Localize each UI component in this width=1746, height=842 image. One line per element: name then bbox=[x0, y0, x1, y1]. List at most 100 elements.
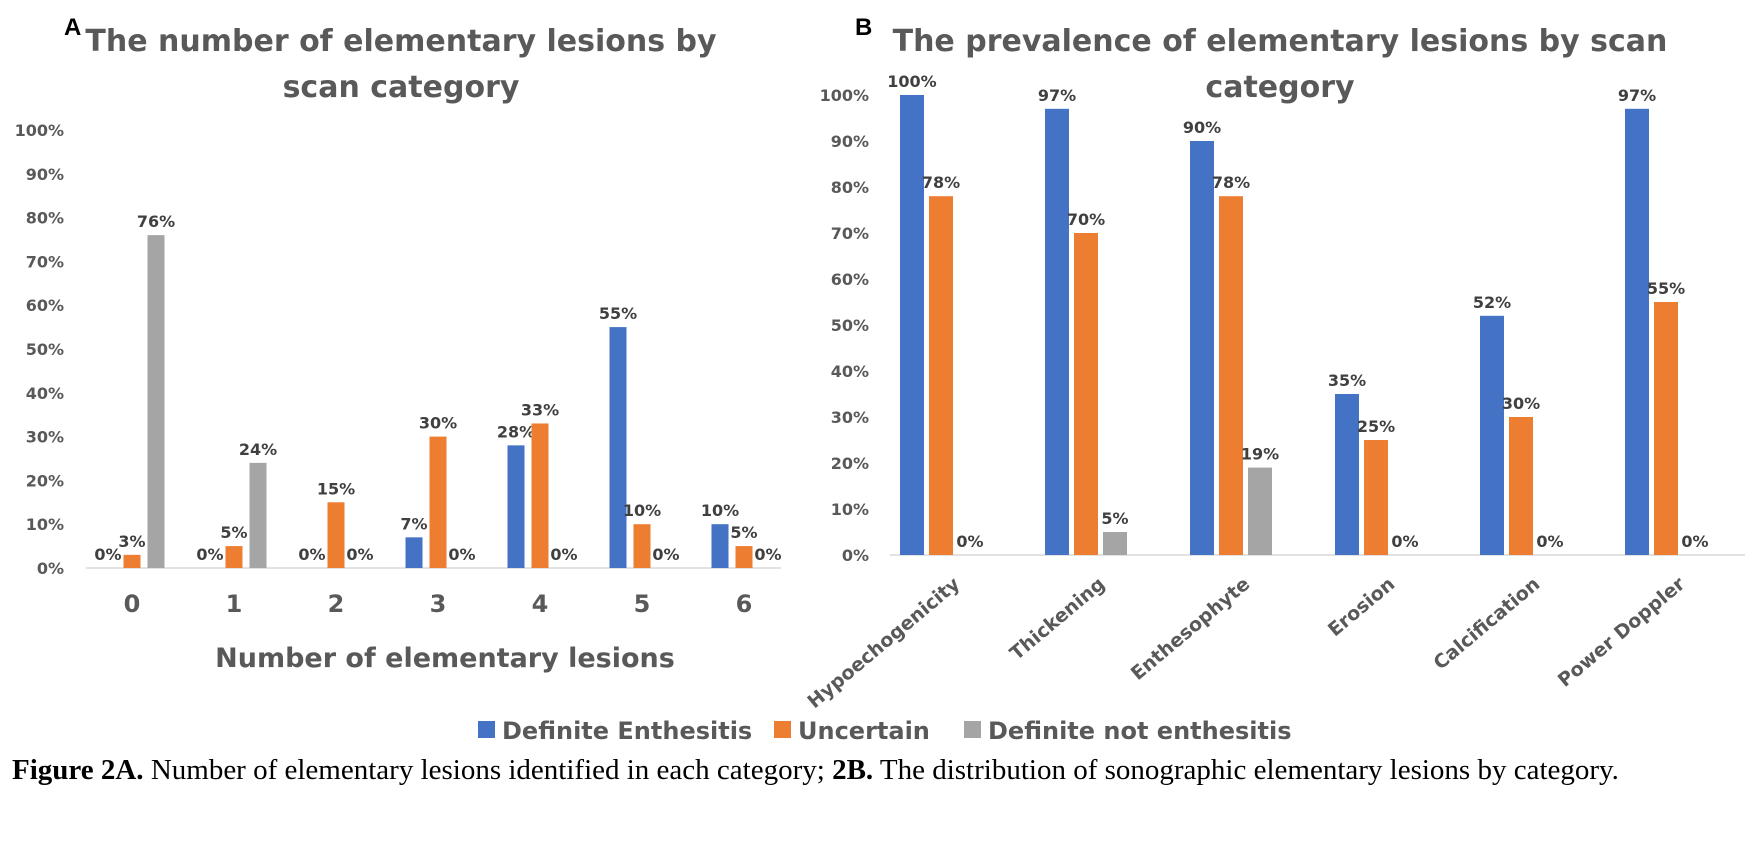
a-x-tick-5: 5 bbox=[634, 590, 651, 618]
a-y-tick-8: 80% bbox=[26, 209, 64, 228]
b-x-tick-hypoechogenicity: Hypoechogenicity bbox=[803, 573, 964, 713]
b-data-label-definite-enthesitis-hypoechogenicity: 100% bbox=[887, 72, 936, 91]
a-data-label-uncertain-3: 30% bbox=[419, 414, 457, 433]
b-bar-uncertain-enthesophyte bbox=[1219, 196, 1243, 555]
b-y-tick-8: 80% bbox=[831, 178, 869, 197]
a-data-label-uncertain-5: 10% bbox=[623, 501, 661, 520]
panel-letter-b: B bbox=[855, 14, 872, 41]
b-data-label-definite-not-enthesitis-thickening: 5% bbox=[1101, 509, 1128, 528]
b-y-tick-4: 40% bbox=[831, 362, 869, 381]
b-y-tick-3: 30% bbox=[831, 408, 869, 427]
chart-b-title-line-2: category bbox=[1205, 70, 1355, 105]
b-y-tick-2: 20% bbox=[831, 454, 869, 473]
a-x-tick-1: 1 bbox=[226, 590, 243, 618]
b-y-tick-1: 10% bbox=[831, 500, 869, 519]
b-data-label-uncertain-hypoechogenicity: 78% bbox=[922, 173, 960, 192]
legend-label-definite-enthesitis: Definite Enthesitis bbox=[502, 717, 752, 745]
b-x-tick-enthesophyte: Enthesophyte bbox=[1127, 573, 1254, 685]
b-data-label-uncertain-calcification: 30% bbox=[1502, 394, 1540, 413]
b-data-label-uncertain-enthesophyte: 78% bbox=[1212, 173, 1250, 192]
legend-swatch-definite-not-enthesitis bbox=[964, 721, 981, 738]
a-data-label-definite-enthesitis-5: 55% bbox=[599, 304, 637, 323]
legend: Definite Enthesitis Uncertain Definite n… bbox=[478, 717, 1292, 745]
a-bar-uncertain-0 bbox=[123, 554, 141, 568]
chart-a-title-line-1: The number of elementary lesions by bbox=[85, 24, 717, 59]
a-bar-uncertain-1 bbox=[225, 546, 243, 568]
a-y-tick-4: 40% bbox=[26, 384, 64, 403]
a-bar-definite-not-enthesitis-0 bbox=[147, 235, 165, 568]
legend-label-uncertain: Uncertain bbox=[798, 717, 930, 745]
b-bar-definite-enthesitis-power-doppler bbox=[1625, 108, 1649, 556]
b-y-tick-7: 70% bbox=[831, 224, 869, 243]
b-data-label-definite-not-enthesitis-erosion: 0% bbox=[1391, 532, 1418, 551]
b-bar-definite-enthesitis-enthesophyte bbox=[1190, 141, 1214, 555]
b-y-tick-6: 60% bbox=[831, 270, 869, 289]
a-data-label-uncertain-2: 15% bbox=[317, 479, 355, 498]
figure-canvas: A The number of elementary lesions by sc… bbox=[15, 14, 1745, 745]
b-data-label-definite-not-enthesitis-hypoechogenicity: 0% bbox=[956, 532, 983, 551]
a-bar-definite-enthesitis-6 bbox=[711, 524, 729, 568]
b-bar-definite-not-enthesitis-enthesophyte bbox=[1248, 467, 1272, 555]
chart-panel-a: A The number of elementary lesions by sc… bbox=[15, 14, 782, 674]
a-x-tick-6: 6 bbox=[736, 590, 753, 618]
a-x-tick-3: 3 bbox=[430, 590, 447, 618]
b-data-label-definite-enthesitis-erosion: 35% bbox=[1328, 371, 1366, 390]
a-data-label-definite-not-enthesitis-3: 0% bbox=[448, 545, 475, 564]
a-data-label-uncertain-0: 3% bbox=[118, 532, 145, 551]
b-y-tick-10: 100% bbox=[820, 86, 869, 105]
a-bar-uncertain-6 bbox=[735, 546, 753, 568]
a-data-label-definite-enthesitis-4: 28% bbox=[497, 422, 535, 441]
a-y-tick-2: 20% bbox=[26, 471, 64, 490]
a-y-tick-7: 70% bbox=[26, 252, 64, 271]
b-bar-uncertain-erosion bbox=[1364, 440, 1388, 555]
a-data-label-definite-not-enthesitis-0: 76% bbox=[137, 212, 175, 231]
a-y-tick-0: 0% bbox=[37, 559, 64, 578]
a-bar-definite-enthesitis-4 bbox=[507, 445, 525, 568]
a-data-label-uncertain-6: 5% bbox=[730, 523, 757, 542]
b-bar-uncertain-power-doppler bbox=[1654, 302, 1678, 555]
b-data-label-definite-enthesitis-thickening: 97% bbox=[1038, 86, 1076, 105]
b-bar-uncertain-calcification bbox=[1509, 417, 1533, 555]
a-data-label-definite-not-enthesitis-1: 24% bbox=[239, 440, 277, 459]
legend-swatch-uncertain bbox=[774, 721, 791, 738]
a-data-label-definite-enthesitis-3: 7% bbox=[400, 514, 427, 533]
a-data-label-definite-not-enthesitis-5: 0% bbox=[652, 545, 679, 564]
panel-letter-a: A bbox=[64, 14, 81, 41]
legend-label-definite-not-enthesitis: Definite not enthesitis bbox=[988, 717, 1292, 745]
caption-text-2b: The distribution of sonographic elementa… bbox=[873, 754, 1619, 786]
legend-swatch-definite-enthesitis bbox=[478, 721, 495, 738]
b-data-label-definite-enthesitis-power-doppler: 97% bbox=[1618, 86, 1656, 105]
caption-label-2a: Figure 2A. bbox=[12, 754, 144, 786]
b-bar-definite-enthesitis-calcification bbox=[1480, 315, 1504, 555]
a-x-tick-2: 2 bbox=[328, 590, 345, 618]
b-data-label-uncertain-erosion: 25% bbox=[1357, 417, 1395, 436]
b-bar-uncertain-thickening bbox=[1074, 233, 1098, 555]
chart-b-title-line-1: The prevalence of elementary lesions by … bbox=[893, 24, 1668, 59]
b-bar-definite-enthesitis-thickening bbox=[1045, 108, 1069, 556]
a-bar-uncertain-4 bbox=[531, 423, 549, 568]
a-y-tick-3: 30% bbox=[26, 428, 64, 447]
a-bar-uncertain-2 bbox=[327, 502, 345, 568]
b-y-tick-9: 90% bbox=[831, 132, 869, 151]
b-y-tick-0: 0% bbox=[842, 546, 869, 565]
a-y-tick-6: 60% bbox=[26, 296, 64, 315]
a-data-label-uncertain-4: 33% bbox=[521, 400, 559, 419]
chart-a-x-axis-label: Number of elementary lesions bbox=[215, 643, 675, 674]
b-x-tick-thickening: Thickening bbox=[1006, 573, 1109, 665]
b-bar-definite-enthesitis-erosion bbox=[1335, 394, 1359, 555]
caption-label-2b: 2B. bbox=[832, 754, 874, 786]
a-y-tick-5: 50% bbox=[26, 340, 64, 359]
a-y-tick-9: 90% bbox=[26, 165, 64, 184]
figure-caption: Figure 2A. Number of elementary lesions … bbox=[12, 752, 1734, 788]
b-bar-definite-enthesitis-hypoechogenicity bbox=[900, 95, 924, 555]
b-y-tick-5: 50% bbox=[831, 316, 869, 335]
a-data-label-definite-not-enthesitis-6: 0% bbox=[754, 545, 781, 564]
a-bar-uncertain-3 bbox=[429, 436, 447, 568]
b-data-label-uncertain-thickening: 70% bbox=[1067, 210, 1105, 229]
a-data-label-definite-enthesitis-1: 0% bbox=[196, 545, 223, 564]
b-data-label-definite-not-enthesitis-enthesophyte: 19% bbox=[1241, 445, 1279, 464]
a-data-label-uncertain-1: 5% bbox=[220, 523, 247, 542]
b-data-label-definite-enthesitis-enthesophyte: 90% bbox=[1183, 118, 1221, 137]
a-data-label-definite-enthesitis-2: 0% bbox=[298, 545, 325, 564]
a-x-tick-4: 4 bbox=[532, 590, 549, 618]
